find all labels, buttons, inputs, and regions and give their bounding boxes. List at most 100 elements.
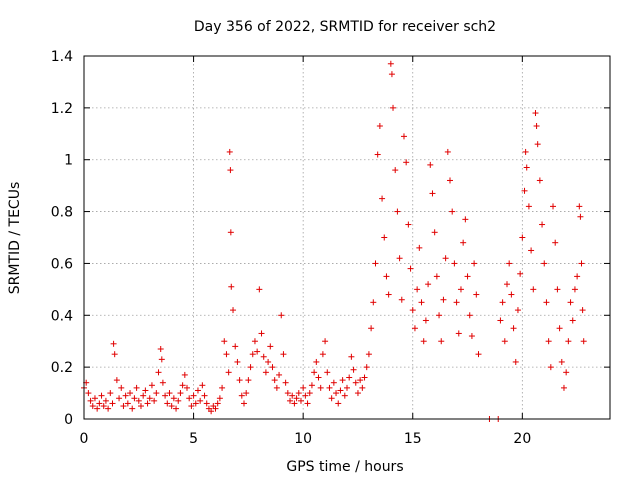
data-point <box>405 221 412 228</box>
data-point <box>388 71 395 78</box>
data-point <box>146 395 153 402</box>
data-point <box>577 213 584 220</box>
data-point <box>322 338 329 345</box>
data-point <box>379 195 386 202</box>
y-axis-title: SRMTID / TECUs <box>7 182 23 295</box>
data-point <box>514 307 521 314</box>
data-point <box>162 392 169 399</box>
data-point <box>111 351 118 358</box>
data-point <box>433 273 440 280</box>
data-point <box>571 286 578 293</box>
data-point <box>523 164 530 171</box>
data-point <box>381 234 388 241</box>
data-point <box>350 366 357 373</box>
data-point <box>444 148 451 155</box>
data-point <box>276 371 283 378</box>
y-tick-label: 0.4 <box>51 308 73 324</box>
x-axis-title: GPS time / hours <box>286 459 403 475</box>
data-point <box>541 260 548 267</box>
data-point <box>258 330 265 337</box>
data-point <box>579 307 586 314</box>
data-point <box>543 299 550 306</box>
x-tick-labels: 0 5 10 15 20 <box>80 431 532 447</box>
chart-title: Day 356 of 2022, SRMTID for receiver sch… <box>194 19 496 35</box>
data-point <box>245 377 252 384</box>
data-point <box>326 384 333 391</box>
data-point <box>227 167 234 174</box>
data-point <box>102 397 109 404</box>
data-point <box>199 382 206 389</box>
data-point <box>335 400 342 407</box>
data-point <box>280 351 287 358</box>
data-point <box>118 384 125 391</box>
data-point <box>449 208 456 215</box>
data-point <box>451 260 458 267</box>
data-point <box>429 190 436 197</box>
data-point <box>155 369 162 376</box>
data-point <box>188 403 195 410</box>
data-point <box>129 405 136 412</box>
data-point <box>190 392 197 399</box>
data-point <box>475 351 482 358</box>
data-point <box>539 221 546 228</box>
data-point <box>394 208 401 215</box>
data-point <box>319 351 326 358</box>
data-point <box>528 247 535 254</box>
data-point <box>157 345 164 352</box>
data-point <box>240 400 247 407</box>
data-point <box>297 397 304 404</box>
data-point <box>525 203 532 210</box>
data-point <box>550 203 557 210</box>
data-point <box>374 151 381 158</box>
data-point <box>385 291 392 298</box>
data-point <box>519 234 526 241</box>
x-tick-label: 20 <box>513 431 531 447</box>
data-point <box>304 400 311 407</box>
data-point <box>530 286 537 293</box>
data-point <box>164 400 171 407</box>
data-point <box>203 400 210 407</box>
data-point <box>341 392 348 399</box>
data-point <box>554 286 561 293</box>
data-point <box>359 384 366 391</box>
data-point <box>339 377 346 384</box>
data-point <box>464 273 471 280</box>
data-point <box>201 392 208 399</box>
data-point <box>534 141 541 148</box>
data-point <box>468 333 475 340</box>
data-point <box>179 382 186 389</box>
data-point <box>346 374 353 381</box>
data-point <box>574 273 581 280</box>
x-tick-label: 15 <box>404 431 422 447</box>
data-point <box>313 358 320 365</box>
data-point <box>344 384 350 391</box>
data-point <box>216 395 223 402</box>
data-point <box>91 395 98 402</box>
data-point <box>140 392 147 399</box>
data-point <box>311 369 318 376</box>
data-point <box>440 296 447 303</box>
data-point <box>247 364 254 371</box>
data-point <box>436 312 443 319</box>
data-point <box>545 338 552 345</box>
data-point <box>328 395 335 402</box>
data-point <box>186 395 193 402</box>
data-point <box>497 317 504 324</box>
data-point <box>411 325 418 332</box>
data-point <box>96 400 103 407</box>
grid-lines <box>84 56 610 419</box>
data-point <box>563 369 570 376</box>
data-point <box>390 104 397 111</box>
data-point <box>532 110 539 117</box>
data-point <box>431 229 438 236</box>
data-point <box>228 283 235 290</box>
data-point <box>223 351 230 358</box>
data-point <box>151 397 158 404</box>
data-point <box>221 338 228 345</box>
data-point <box>113 377 120 384</box>
data-point <box>153 390 160 397</box>
data-point <box>120 403 127 410</box>
data-point <box>466 312 473 319</box>
data-point <box>177 390 184 397</box>
data-point <box>148 382 155 389</box>
